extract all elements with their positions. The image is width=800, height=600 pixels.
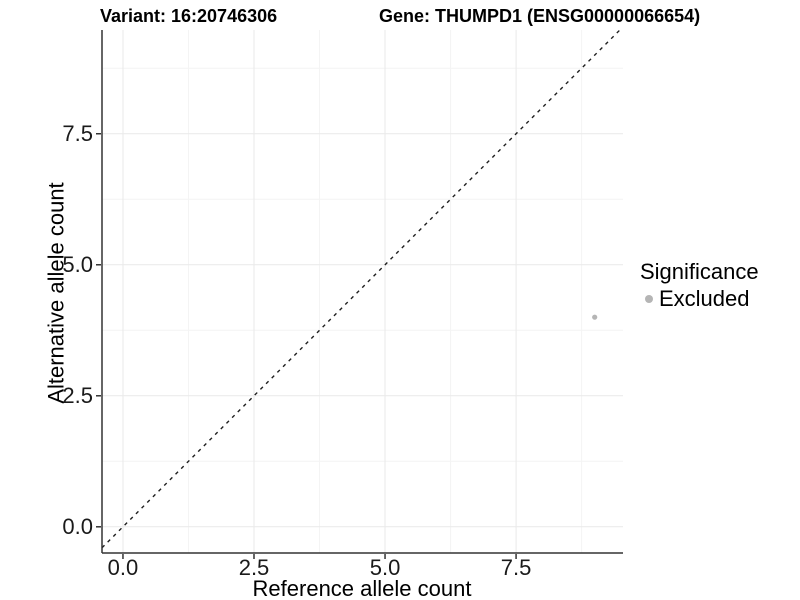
legend-items: Excluded [640,287,759,311]
legend-item-excluded: Excluded [640,287,759,311]
x-tick-label: 2.5 [238,555,270,580]
plot-title-gene: Gene: THUMPD1 (ENSG00000066654) [379,6,701,26]
y-tick-label: 5.0 [62,251,93,277]
identity-line [101,29,621,549]
x-tick-label: 7.5 [500,555,532,580]
y-axis-title: Alternative allele count [43,182,69,404]
legend-point-marker [645,295,653,303]
legend-item-label: Excluded [659,286,750,311]
x-tick-label: 0.0 [107,555,139,580]
data-point [592,314,598,320]
plot-title-variant: Variant: 16:20746306 [100,6,278,26]
y-tick-label: 7.5 [62,120,93,146]
x-axis-title: Reference allele count [252,576,472,600]
y-tick-label: 2.5 [62,382,93,408]
legend: Significance Excluded [640,259,759,311]
x-tick-label: 5.0 [369,555,401,580]
legend-title: Significance [640,259,759,284]
y-tick-label: 0.0 [62,513,93,539]
